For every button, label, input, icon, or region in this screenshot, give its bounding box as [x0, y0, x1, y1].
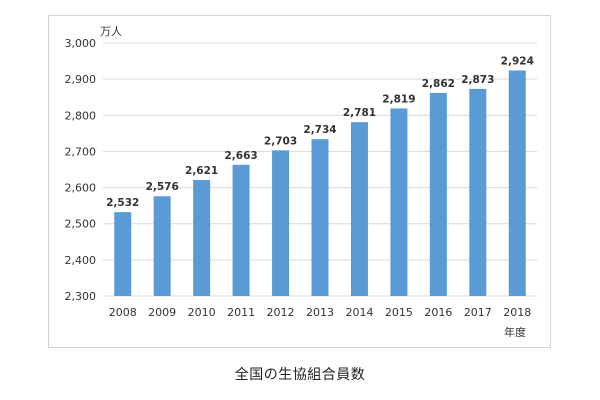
y-tick-label: 2,800 — [65, 109, 97, 122]
x-axis-label: 年度 — [504, 325, 526, 339]
data-label-2010: 2,621 — [185, 165, 218, 177]
bar-2018 — [508, 70, 526, 297]
y-tick-label: 2,400 — [65, 254, 97, 267]
data-label-2009: 2,576 — [146, 181, 179, 193]
bar-2014 — [350, 122, 368, 296]
x-tick-label-2015: 2015 — [385, 306, 413, 319]
data-label-2015: 2,819 — [382, 93, 415, 105]
bars — [114, 70, 526, 297]
bar-2008 — [114, 212, 132, 296]
x-axis-ticks: 2008 2009 2010 2011 2012 2013 2014 2015 2016 2017… — [109, 306, 532, 319]
x-tick-label-2010: 2010 — [188, 306, 216, 319]
y-tick-label: 2,600 — [65, 182, 97, 195]
chart-frame — [48, 15, 551, 348]
y-tick-label: 2,900 — [65, 73, 97, 86]
y-tick-label: 2,500 — [65, 218, 97, 231]
data-label-2014: 2,781 — [343, 107, 376, 119]
x-tick-label-2012: 2012 — [267, 306, 295, 319]
chart-caption: 全国の生協組合員数 — [234, 367, 366, 383]
x-tick-label-2008: 2008 — [109, 306, 137, 319]
y-axis-ticks: 2,300 2,400 2,500 2,600 2,700 2,800 2,900 3,000 — [65, 37, 97, 303]
bar-2011 — [232, 164, 250, 296]
x-tick-label-2017: 2017 — [464, 306, 492, 319]
bar-2009 — [153, 196, 171, 296]
x-tick-label-2009: 2009 — [148, 306, 176, 319]
x-tick-label-2014: 2014 — [345, 306, 373, 319]
bar-2017 — [469, 88, 487, 296]
bar-2016 — [429, 92, 447, 297]
bar-2013 — [311, 139, 329, 296]
x-tick-label-2013: 2013 — [306, 306, 334, 319]
data-label-2016: 2,862 — [422, 78, 455, 90]
y-tick-label: 2,700 — [65, 145, 97, 158]
data-labels: 2,532 2,576 2,621 2,663 2,703 2,734 2,781 2,819… — [106, 55, 534, 209]
data-label-2011: 2,663 — [224, 150, 257, 162]
y-tick-label: 2,300 — [65, 290, 97, 303]
bar-2012 — [272, 150, 290, 296]
data-label-2012: 2,703 — [264, 135, 297, 147]
data-label-2008: 2,532 — [106, 197, 139, 209]
x-tick-label-2016: 2016 — [424, 306, 452, 319]
x-tick-label-2018: 2018 — [503, 306, 531, 319]
bar-2015 — [390, 108, 408, 296]
data-label-2013: 2,734 — [303, 124, 336, 136]
data-label-2017: 2,873 — [461, 74, 494, 86]
y-unit-label: 万人 — [100, 25, 122, 38]
data-label-2018: 2,924 — [501, 55, 534, 67]
bar-2010 — [193, 179, 211, 296]
y-tick-label: 3,000 — [65, 37, 97, 50]
x-tick-label-2011: 2011 — [227, 306, 255, 319]
